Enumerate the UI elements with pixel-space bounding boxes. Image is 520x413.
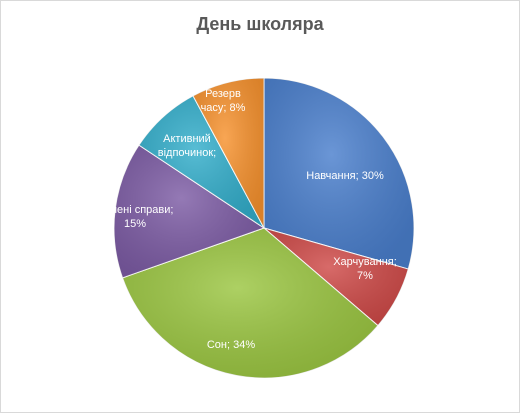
data-label-navchannia: Навчання; 30% [306, 170, 384, 182]
data-label-uliubleni-spravy: юблені справи; 15% [97, 204, 174, 230]
data-label-aktyvnyi-vidpochynok: Активний відпочинок; [158, 133, 216, 159]
data-label-son: Сон; 34% [207, 339, 255, 351]
pie-slice-shading [114, 145, 265, 278]
pie-slice-shading [193, 78, 264, 228]
pie-slice-shading [264, 228, 409, 326]
data-label-rezerv-chasu: Резерв часу; 8% [201, 88, 246, 114]
data-label-kharchuvannia: Харчування; 7% [333, 256, 397, 282]
chart-title: День школяра [196, 14, 324, 34]
pie-slice-shading [264, 78, 414, 270]
pie-slice-shading [138, 95, 264, 228]
pie-slice-shading [122, 228, 378, 378]
